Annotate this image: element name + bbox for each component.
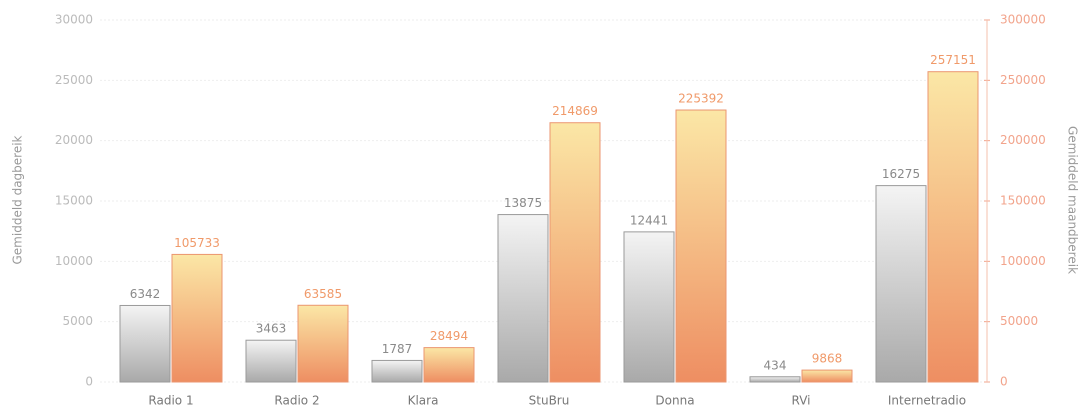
x-tick-label: Internetradio bbox=[888, 394, 966, 408]
bar bbox=[875, 185, 927, 383]
bar bbox=[927, 71, 979, 383]
y2-tick-label: 0 bbox=[1000, 375, 1008, 389]
data-label: 63585 bbox=[304, 287, 342, 301]
y-axis-label: Gemiddeld dagbereik bbox=[11, 135, 25, 264]
y-tick-label: 30000 bbox=[55, 13, 93, 27]
data-label: 3463 bbox=[256, 322, 287, 336]
x-tick-label: Radio 2 bbox=[274, 394, 319, 408]
bar bbox=[749, 376, 801, 383]
y-tick-label: 25000 bbox=[55, 73, 93, 87]
data-label: 9868 bbox=[812, 352, 843, 366]
x-tick-label: Radio 1 bbox=[148, 394, 193, 408]
data-label: 257151 bbox=[930, 53, 976, 67]
data-label: 16275 bbox=[882, 167, 920, 181]
data-label: 12441 bbox=[630, 213, 668, 227]
y2-tick-label: 100000 bbox=[1000, 254, 1046, 268]
data-label: 28494 bbox=[430, 329, 468, 343]
bar bbox=[623, 231, 675, 383]
bar bbox=[297, 304, 349, 383]
data-label: 225392 bbox=[678, 92, 724, 106]
y-tick-label: 5000 bbox=[62, 314, 93, 328]
y2-tick-label: 300000 bbox=[1000, 13, 1046, 27]
bar bbox=[119, 304, 171, 383]
bar bbox=[675, 109, 727, 383]
y2-axis-label: Gemiddeld maandbereik bbox=[1066, 126, 1080, 274]
bar bbox=[549, 122, 601, 383]
x-tick-label: Klara bbox=[408, 394, 439, 408]
bar bbox=[171, 253, 223, 383]
data-label: 13875 bbox=[504, 196, 542, 210]
data-label: 6342 bbox=[130, 287, 161, 301]
data-label: 214869 bbox=[552, 104, 598, 118]
x-tick-label: StuBru bbox=[529, 394, 570, 408]
y2-tick-label: 250000 bbox=[1000, 73, 1046, 87]
data-label: 105733 bbox=[174, 236, 220, 250]
data-label: 1787 bbox=[382, 342, 413, 356]
y-tick-label: 15000 bbox=[55, 194, 93, 208]
bar bbox=[371, 359, 423, 383]
x-tick-label: RVi bbox=[792, 394, 811, 408]
y-tick-label: 0 bbox=[85, 375, 93, 389]
x-tick-label: Donna bbox=[655, 394, 694, 408]
bar bbox=[801, 369, 853, 383]
bar bbox=[245, 339, 297, 383]
bar bbox=[423, 347, 475, 383]
y2-tick-label: 50000 bbox=[1000, 314, 1038, 328]
y2-tick-label: 200000 bbox=[1000, 133, 1046, 147]
y2-tick-label: 150000 bbox=[1000, 194, 1046, 208]
y-tick-label: 20000 bbox=[55, 133, 93, 147]
data-label: 434 bbox=[764, 358, 787, 372]
bar bbox=[497, 214, 549, 383]
y-tick-label: 10000 bbox=[55, 254, 93, 268]
